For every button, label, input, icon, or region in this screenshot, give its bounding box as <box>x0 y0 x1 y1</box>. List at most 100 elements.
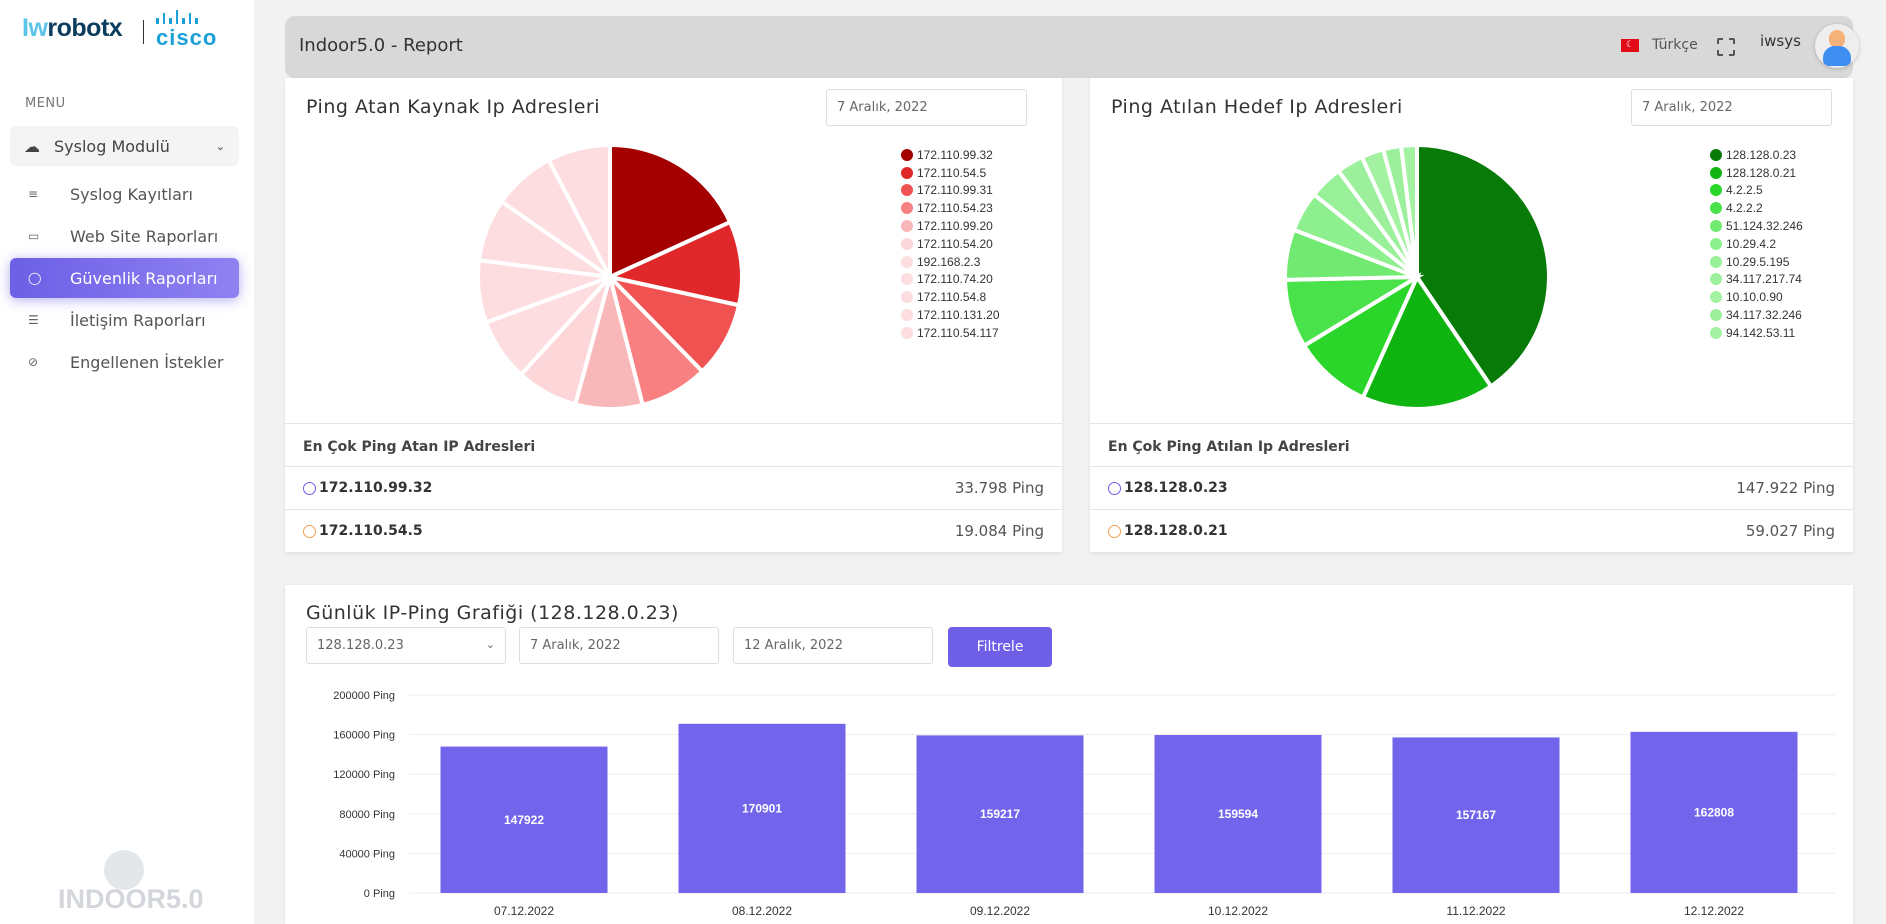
bar[interactable] <box>678 723 846 893</box>
legend-label: 10.10.0.90 <box>1726 290 1783 305</box>
nav-icon: ≡ <box>28 187 39 201</box>
iwrobotx-logo: Iwrobotx <box>22 14 123 42</box>
start-date-input[interactable]: 7 Aralık, 2022 <box>519 627 719 664</box>
pie-slice[interactable] <box>608 142 733 281</box>
legend-label: 4.2.2.5 <box>1726 183 1763 198</box>
bar[interactable] <box>1154 735 1322 893</box>
legend-dot-icon <box>901 184 913 197</box>
sidebar: Iwrobotx cisco MENU ☁ Syslog Modulü ⌄ ≡ Sys… <box>0 0 254 924</box>
legend-item[interactable]: 172.110.74.20 <box>901 271 1000 289</box>
target-ip-pie-chart <box>1282 142 1551 411</box>
legend-item[interactable]: 128.128.0.23 <box>1710 146 1803 164</box>
syslog-module-toggle[interactable]: ☁ Syslog Modulü ⌄ <box>10 126 239 166</box>
card-title: Ping Atan Kaynak Ip Adresleri <box>306 96 601 118</box>
pie-slice[interactable] <box>1360 272 1494 411</box>
pie-legend: 172.110.99.32 172.110.54.5 172.110.99.31 17… <box>901 146 1000 342</box>
legend-item[interactable]: 34.117.32.246 <box>1710 306 1803 324</box>
nav-icon: ◯ <box>28 271 42 285</box>
bar[interactable] <box>1630 731 1798 893</box>
legend-dot-icon <box>1710 309 1722 322</box>
legend-dot-icon <box>901 202 913 215</box>
legend-dot-icon <box>1710 184 1722 197</box>
cloud-icon: ☁ <box>24 136 40 156</box>
legend-item[interactable]: 172.110.54.117 <box>901 324 1000 342</box>
table-row: 172.110.99.32 33.798 Ping <box>285 467 1062 510</box>
legend-dot-icon <box>901 309 913 322</box>
legend-label: 10.29.4.2 <box>1726 236 1777 251</box>
daily-ping-card: Günlük IP-Ping Grafiği (128.128.0.23) 12… <box>285 585 1853 924</box>
pie-slice[interactable] <box>545 142 612 278</box>
pie-slice[interactable] <box>1415 142 1551 390</box>
sidebar-item[interactable]: ⊘ Engellenen İstekler <box>10 342 239 382</box>
language-selector[interactable]: Türkçe <box>1652 37 1698 53</box>
top-header: Indoor5.0 - Report ☾ Türkçe iwsys <box>285 16 1859 78</box>
module-label: Syslog Modulü <box>54 136 170 156</box>
legend-label: 34.117.217.74 <box>1726 272 1802 287</box>
avatar[interactable] <box>1815 24 1859 68</box>
card-title: Günlük IP-Ping Grafiği (128.128.0.23) <box>306 602 679 624</box>
legend-item[interactable]: 94.142.53.11 <box>1710 324 1803 342</box>
legend-item[interactable]: 172.110.99.20 <box>901 217 1000 235</box>
daily-ping-bar-chart: 0 Ping 40000 Ping 80000 Ping 120000 Ping 160… <box>333 690 1835 918</box>
circle-icon <box>303 524 316 538</box>
filter-button[interactable]: Filtrele <box>948 627 1052 667</box>
logo-divider <box>143 20 144 44</box>
legend-item[interactable]: 172.110.99.31 <box>901 182 1000 200</box>
legend-item[interactable]: 172.110.54.8 <box>901 288 1000 306</box>
legend-dot-icon <box>1710 220 1722 233</box>
legend-item[interactable]: 4.2.2.2 <box>1710 199 1803 217</box>
bar[interactable] <box>440 746 608 893</box>
legend-item[interactable]: 10.29.5.195 <box>1710 253 1803 271</box>
circle-icon <box>1108 481 1121 495</box>
bar[interactable] <box>916 735 1084 893</box>
legend-item[interactable]: 172.110.54.5 <box>901 164 1000 182</box>
pie-slice[interactable] <box>1398 142 1419 278</box>
ip-select-value: 128.128.0.23 <box>317 638 404 653</box>
ip-select[interactable]: 128.128.0.23 ⌄ <box>306 627 506 664</box>
legend-item[interactable]: 192.168.2.3 <box>901 253 1000 271</box>
bar-value-label: 170901 <box>742 801 782 815</box>
source-ip-pie-chart <box>476 142 744 411</box>
circle-icon <box>303 481 316 495</box>
legend-item[interactable]: 172.110.99.32 <box>901 146 1000 164</box>
indoor-footer-logo: INDOOR5.0 <box>58 884 204 914</box>
sidebar-item-label: Syslog Kayıtları <box>70 184 193 204</box>
legend-item[interactable]: 128.128.0.21 <box>1710 164 1803 182</box>
ip-address: 172.110.99.32 <box>319 480 433 496</box>
legend-label: 172.110.54.23 <box>917 201 993 216</box>
bar[interactable] <box>1392 737 1560 893</box>
legend-dot-icon <box>901 220 913 233</box>
sidebar-item[interactable]: ▭ Web Site Raporları <box>10 216 239 256</box>
cisco-logo: cisco <box>156 10 217 51</box>
legend-item[interactable]: 4.2.2.5 <box>1710 182 1803 200</box>
y-tick-label: 120000 Ping <box>333 769 395 781</box>
legend-item[interactable]: 10.10.0.90 <box>1710 288 1803 306</box>
legend-label: 172.110.54.20 <box>917 236 993 251</box>
legend-item[interactable]: 10.29.4.2 <box>1710 235 1803 253</box>
table-row: 172.110.54.5 19.084 Ping <box>285 510 1062 553</box>
legend-item[interactable]: 172.110.131.20 <box>901 306 1000 324</box>
date-input[interactable]: 7 Aralık, 2022 <box>1631 89 1832 126</box>
y-tick-label: 40000 Ping <box>339 848 395 860</box>
end-date-input[interactable]: 12 Aralık, 2022 <box>733 627 933 664</box>
legend-item[interactable]: 172.110.54.20 <box>901 235 1000 253</box>
sidebar-item-label: Web Site Raporları <box>70 226 219 246</box>
legend-item[interactable]: 172.110.54.23 <box>901 199 1000 217</box>
legend-item[interactable]: 34.117.217.74 <box>1710 271 1803 289</box>
username[interactable]: iwsys <box>1760 32 1801 50</box>
sidebar-item[interactable]: ◯ Güvenlik Raporları <box>10 258 239 298</box>
source-ip-card: Ping Atan Kaynak Ip Adresleri 7 Aralık, … <box>285 78 1062 553</box>
ip-address: 128.128.0.21 <box>1124 523 1228 539</box>
pie-legend: 128.128.0.23 128.128.0.21 4.2.2.5 4.2.2.2 51… <box>1710 146 1803 342</box>
x-tick-label: 07.12.2022 <box>494 904 554 918</box>
date-input[interactable]: 7 Aralık, 2022 <box>826 89 1027 126</box>
turkey-flag-icon[interactable]: ☾ <box>1621 39 1639 52</box>
legend-dot-icon <box>901 291 913 304</box>
x-tick-label: 09.12.2022 <box>970 904 1030 918</box>
fullscreen-icon[interactable] <box>1716 37 1736 57</box>
sidebar-item[interactable]: ☰ İletişim Raporları <box>10 300 239 340</box>
sidebar-item[interactable]: ≡ Syslog Kayıtları <box>10 174 239 214</box>
chevron-down-icon: ⌄ <box>485 638 495 651</box>
y-tick-label: 160000 Ping <box>333 730 395 742</box>
legend-item[interactable]: 51.124.32.246 <box>1710 217 1803 235</box>
